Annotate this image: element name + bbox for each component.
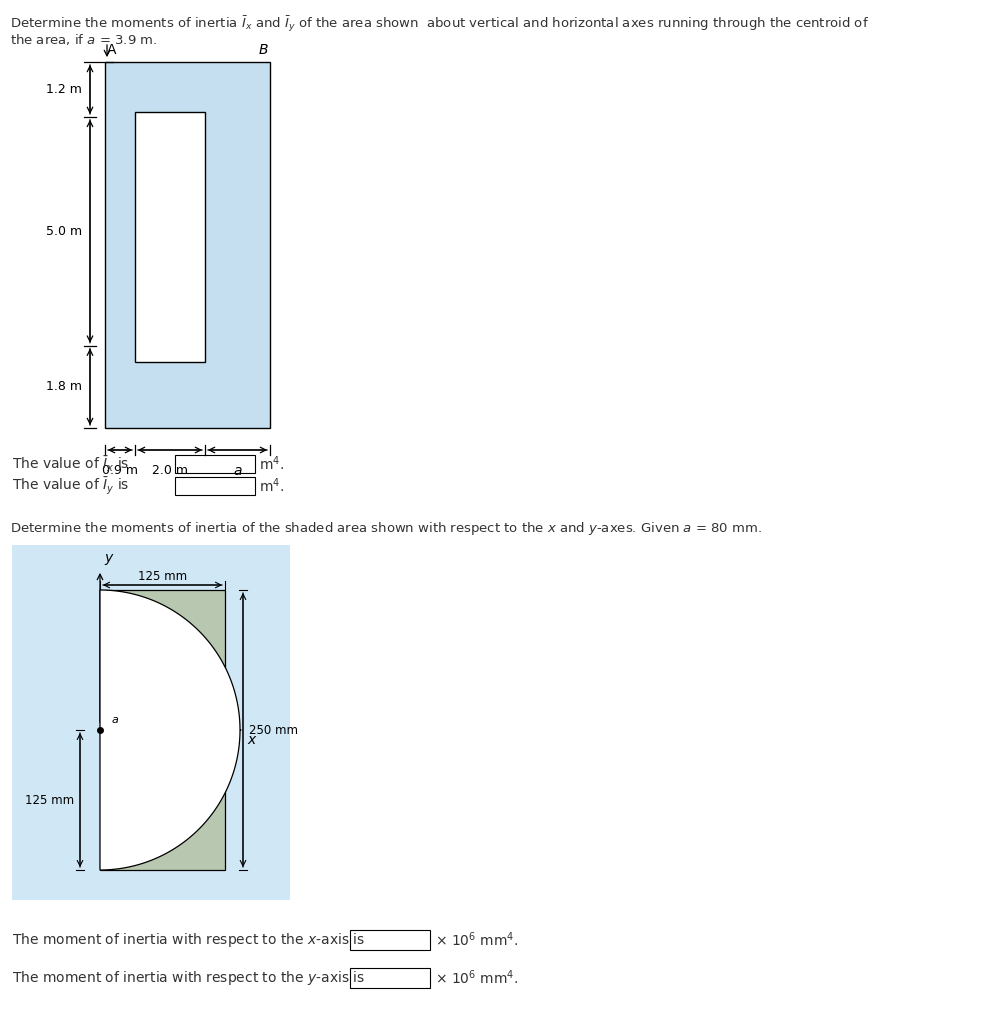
Text: m$^4$.: m$^4$. [259, 477, 284, 496]
Text: 1.2 m: 1.2 m [46, 83, 82, 96]
Text: 250 mm: 250 mm [249, 724, 298, 736]
Bar [100, 590, 225, 870]
Text: 125 mm: 125 mm [138, 570, 187, 583]
Text: 125 mm: 125 mm [25, 794, 74, 807]
Text: Determine the moments of inertia $\bar{I}_x$ and $\bar{I}_y$ of the area shown  : Determine the moments of inertia $\bar{I… [10, 14, 869, 34]
Text: x: x [247, 733, 255, 746]
Bar [175, 455, 255, 473]
Bar [12, 545, 290, 900]
Text: a: a [233, 464, 242, 478]
Text: B: B [258, 43, 268, 57]
Polygon shape [100, 590, 240, 870]
Text: m$^4$.: m$^4$. [259, 455, 284, 473]
Text: 2.0 m: 2.0 m [152, 464, 188, 477]
Bar [350, 930, 430, 950]
Text: Determine the moments of inertia of the shaded area shown with respect to the $x: Determine the moments of inertia of the … [10, 520, 762, 537]
Text: The value of $\bar{I}_y$ is: The value of $\bar{I}_y$ is [12, 475, 129, 497]
Bar [175, 477, 255, 495]
Text: $\times$ 10$^6$ mm$^4$.: $\times$ 10$^6$ mm$^4$. [435, 969, 518, 987]
Text: 5.0 m: 5.0 m [46, 225, 82, 238]
Text: 1.8 m: 1.8 m [46, 380, 82, 393]
Bar [135, 112, 205, 362]
Text: 0.9 m: 0.9 m [102, 464, 138, 477]
Text: the area, if $a$ = 3.9 m.: the area, if $a$ = 3.9 m. [10, 32, 157, 47]
Text: $\times$ 10$^6$ mm$^4$.: $\times$ 10$^6$ mm$^4$. [435, 931, 518, 949]
Text: The value of $\bar{I}_x$ is: The value of $\bar{I}_x$ is [12, 455, 129, 474]
Text: A: A [107, 43, 116, 57]
Text: The moment of inertia with respect to the $x$-axis is: The moment of inertia with respect to th… [12, 931, 365, 949]
Text: The moment of inertia with respect to the $y$-axis is: The moment of inertia with respect to th… [12, 969, 365, 987]
Bar [105, 62, 270, 428]
Text: y: y [104, 551, 112, 565]
Bar [350, 968, 430, 988]
Text: a: a [112, 715, 119, 725]
